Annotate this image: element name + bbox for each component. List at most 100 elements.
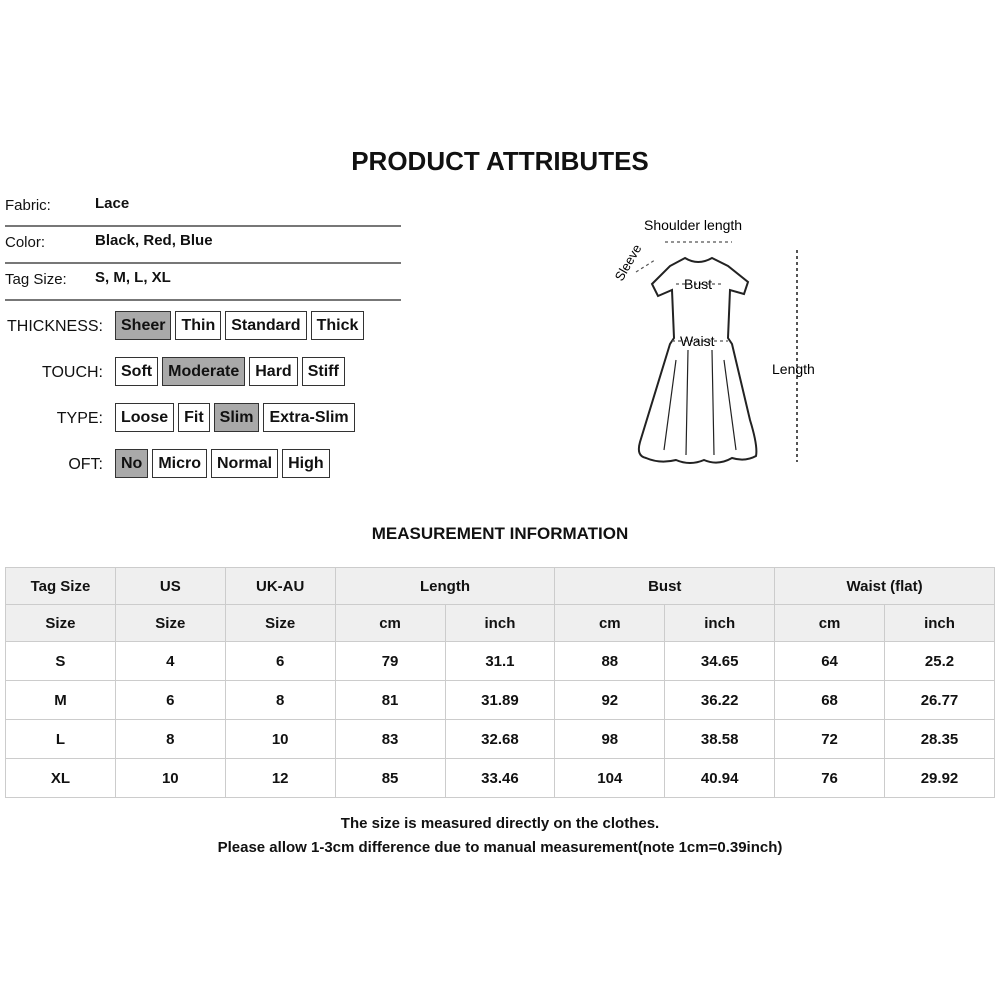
option-group: Soft Moderate Hard Stiff	[115, 357, 345, 386]
table-cell: 8	[114, 719, 226, 759]
header-cell: Length	[334, 567, 556, 605]
table-cell: 81	[334, 680, 446, 720]
header-row-1: Tag Size US UK-AU Length Bust Waist (flat)	[5, 567, 995, 605]
option-group-label: TYPE:	[56, 410, 103, 427]
table-cell: 10	[114, 758, 226, 798]
attribute-label: Color:	[5, 234, 46, 251]
option-group: Loose Fit Slim Extra-Slim	[115, 403, 355, 432]
header-cell: Waist (flat)	[774, 567, 995, 605]
header-cell: cm	[774, 604, 885, 642]
option-moderate: Moderate	[162, 357, 246, 386]
option-standard: Standard	[225, 311, 307, 340]
table-cell: 26.77	[884, 680, 995, 720]
option-loose: Loose	[115, 403, 175, 432]
option-high: High	[282, 449, 330, 478]
table-row: M 6 8 81 31.89 92 36.22 68 26.77	[5, 680, 995, 720]
option-group-label: THICKNESS:	[6, 318, 103, 335]
header-cell: Size	[5, 604, 116, 642]
header-cell: cm	[334, 604, 446, 642]
note-2: Please allow 1-3cm difference due to man…	[217, 839, 783, 856]
table-cell: 68	[774, 680, 885, 720]
length-label: Length	[772, 361, 815, 377]
table-cell: 79	[334, 641, 446, 681]
option-group-label: TOUCH:	[41, 364, 103, 381]
table-row: S 4 6 79 31.1 88 34.65 64 25.2	[5, 641, 995, 681]
option-no: No	[115, 449, 149, 478]
attribute-label: Fabric:	[5, 197, 51, 214]
header-cell: US	[114, 567, 226, 605]
attribute-label: Tag Size:	[5, 271, 67, 288]
option-soft: Soft	[115, 357, 159, 386]
table-cell: 34.65	[664, 641, 776, 681]
option-extra-slim: Extra-Slim	[263, 403, 355, 432]
option-thin: Thin	[175, 311, 222, 340]
table-cell: 40.94	[664, 758, 776, 798]
option-sheer: Sheer	[115, 311, 172, 340]
dress-diagram: Shoulder length Sleeve Bust Waist Length	[612, 217, 815, 464]
table-cell: 25.2	[884, 641, 995, 681]
option-stiff: Stiff	[301, 357, 345, 386]
table-cell: 6	[114, 680, 226, 720]
option-group: No Micro Normal High	[115, 449, 330, 478]
option-group-label: OFT:	[68, 456, 103, 473]
option-normal: Normal	[211, 449, 279, 478]
option-hard: Hard	[249, 357, 298, 386]
table-cell: 33.46	[444, 758, 556, 798]
table-row: XL 10 12 85 33.46 104 40.94 76 29.92	[5, 758, 995, 798]
table-cell: 10	[224, 719, 336, 759]
header-row-2: Size Size Size cm inch cm inch cm inch	[5, 604, 995, 642]
size-table: Tag Size US UK-AU Length Bust Waist (flat) Siz…	[5, 567, 995, 798]
header-cell: inch	[444, 604, 556, 642]
table-cell: 8	[224, 680, 336, 720]
table-cell: 36.22	[664, 680, 776, 720]
attribute-value: S, M, L, XL	[95, 269, 171, 286]
table-cell: 104	[554, 758, 666, 798]
table-cell: 28.35	[884, 719, 995, 759]
table-cell: 88	[554, 641, 666, 681]
page-title: PRODUCT ATTRIBUTES	[351, 146, 649, 176]
header-cell: cm	[554, 604, 666, 642]
dress-outline-icon	[637, 256, 758, 464]
shoulder-length-label: Shoulder length	[644, 217, 742, 233]
header-cell: inch	[884, 604, 995, 642]
table-cell: S	[5, 641, 116, 681]
table-cell: 29.92	[884, 758, 995, 798]
table-cell: 64	[774, 641, 885, 681]
table-cell: L	[5, 719, 116, 759]
table-cell: 98	[554, 719, 666, 759]
attribute-value: Lace	[95, 195, 130, 212]
table-cell: 76	[774, 758, 885, 798]
table-cell: 92	[554, 680, 666, 720]
table-row: L 8 10 83 32.68 98 38.58 72 28.35	[5, 719, 995, 759]
header-cell: UK-AU	[224, 567, 336, 605]
table-cell: 31.1	[444, 641, 556, 681]
measurement-title: MEASUREMENT INFORMATION	[371, 524, 629, 543]
table-cell: 32.68	[444, 719, 556, 759]
attribute-row: Tag Size: S, M, L, XL	[5, 262, 401, 301]
header-cell: Tag Size	[5, 567, 116, 605]
table-cell: 72	[774, 719, 885, 759]
table-cell: 38.58	[664, 719, 776, 759]
option-thick: Thick	[310, 311, 365, 340]
table-cell: XL	[5, 758, 116, 798]
note-1: The size is measured directly on the clo…	[340, 815, 660, 832]
attribute-value: Black, Red, Blue	[95, 232, 213, 249]
option-micro: Micro	[152, 449, 207, 478]
sleeve-label: Sleeve	[612, 242, 645, 284]
attribute-row: Fabric: Lace	[5, 188, 401, 227]
option-group: Sheer Thin Standard Thick	[115, 311, 365, 340]
header-cell: Bust	[554, 567, 776, 605]
option-slim: Slim	[213, 403, 260, 432]
attribute-row: Color: Black, Red, Blue	[5, 225, 401, 264]
header-cell: inch	[664, 604, 776, 642]
bust-label: Bust	[684, 276, 712, 292]
table-cell: 6	[224, 641, 336, 681]
table-cell: 12	[224, 758, 336, 798]
waist-label: Waist	[680, 333, 715, 349]
option-fit: Fit	[178, 403, 210, 432]
header-cell: Size	[224, 604, 336, 642]
table-cell: 4	[114, 641, 226, 681]
header-cell: Size	[114, 604, 226, 642]
table-cell: 85	[334, 758, 446, 798]
